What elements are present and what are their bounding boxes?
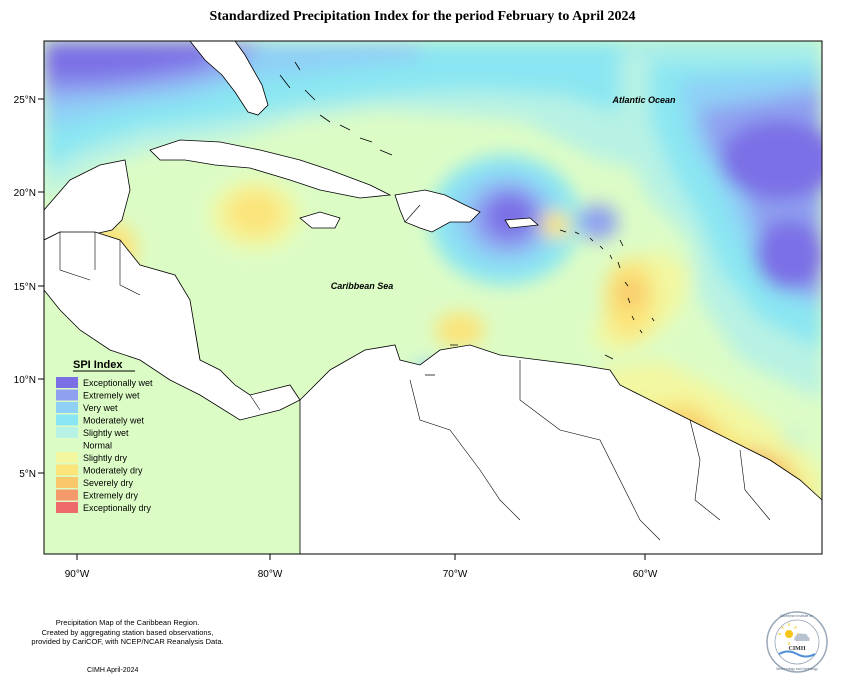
logo-ring-text: Caribbean Institute for Meteorology and … [776,614,818,671]
legend-swatch [56,439,78,451]
cimh-logo: CIMH Caribbean Institute for Meteorology… [766,611,828,673]
x-tick-label: 80°W [258,569,283,580]
credits-date: CIMH April-2024 [87,667,139,674]
country-borders [59,204,771,541]
atlantic-ocean-label: Atlantic Ocean [611,95,676,105]
south-america-landmass [299,344,822,554]
y-tick-label: 20°N [14,188,36,199]
y-axis: 25°N 20°N 15°N 10°N 5°N [14,95,44,480]
legend-label: Exceptionally dry [83,503,152,513]
legend-label: Slightly dry [83,453,128,463]
legend-label: Normal [83,441,112,451]
legend-swatch [56,464,78,476]
caribbean-sea-label: Caribbean Sea [331,281,394,291]
legend-swatch [56,452,78,463]
y-tick-label: 15°N [14,282,36,293]
central-america-landmass [44,231,301,421]
x-axis: 90°W 80°W 70°W 60°W [65,554,658,580]
legend-label: Severely dry [83,478,134,488]
legend-swatch [56,377,78,388]
logo-center-text: CIMH [789,646,806,652]
legend-swatch [56,502,78,513]
map-frame [43,40,823,555]
x-tick-label: 90°W [65,569,90,580]
x-tick-label: 70°W [443,569,468,580]
legend-label: Moderately wet [83,416,145,426]
x-tick-label: 60°W [633,569,658,580]
spi-legend: SPI Index Exceptionally wet Extremely wet… [56,359,153,513]
legend-label: Slightly wet [83,428,129,438]
legend-swatch [56,489,78,501]
legend-swatch [56,427,78,438]
florida-landmass [189,41,269,116]
cuba-landmass [149,139,392,199]
credits-line: Precipitation Map of the Caribbean Regio… [55,618,200,627]
legend-label: Extremely wet [83,391,140,401]
logo-top-text: Caribbean Institute for [780,614,814,618]
legend-label: Very wet [83,403,118,413]
jamaica-landmass [299,211,341,229]
logo-bottom-text: Meteorology and Hydrology [776,667,818,671]
map-title: Standardized Precipitation Index for the… [209,9,636,24]
legend-label: Moderately dry [83,466,143,476]
credits-block: Precipitation Map of the Caribbean Regio… [10,618,245,647]
hispaniola-landmass [394,189,481,233]
legend-title: SPI Index [73,359,123,371]
legend-swatch [56,414,78,426]
legend-swatch [56,389,78,401]
legend-swatch [56,477,78,488]
credits-line: Created by aggregating station based obs… [41,627,214,637]
land-masses [44,41,822,554]
legend-label: Exceptionally wet [83,378,153,388]
legend-swatch [56,402,78,413]
y-tick-label: 10°N [14,375,36,386]
puerto-rico-landmass [504,217,539,229]
small-islands [279,61,655,376]
y-tick-label: 25°N [14,95,36,106]
legend-label: Extremely dry [83,491,139,501]
y-tick-label: 5°N [19,469,36,480]
credits-line: provided by CariCOF, with NCEP/NCAR Rean… [31,637,224,646]
